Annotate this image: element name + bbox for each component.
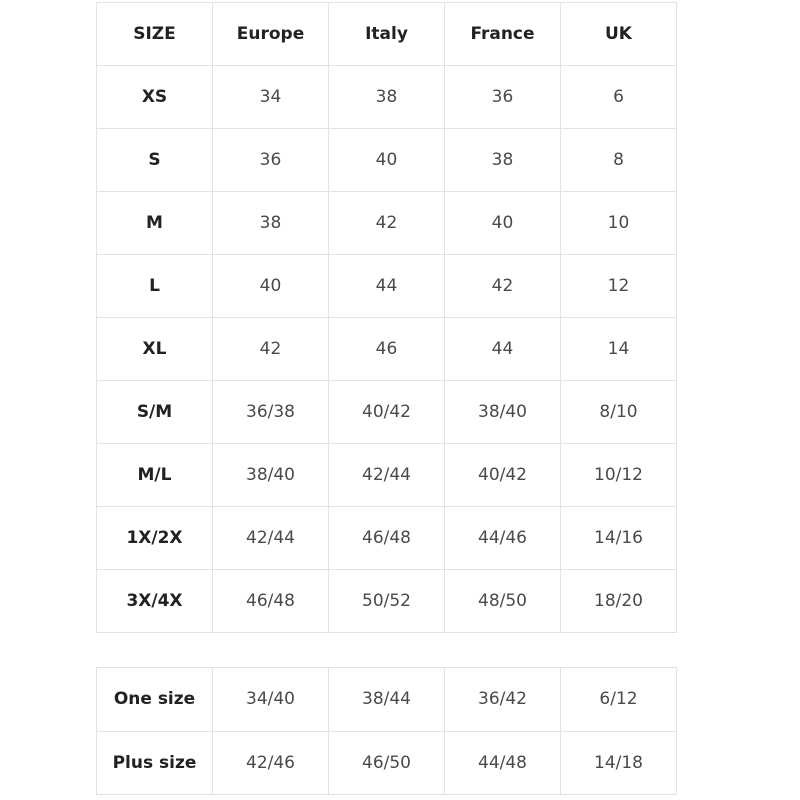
table-row: M 38 42 40 10: [96, 191, 677, 255]
size-value-cell: 38: [212, 191, 329, 255]
size-value-cell: 40: [328, 128, 445, 192]
table-row: One size 34/40 38/44 36/42 6/12: [96, 667, 677, 732]
size-label-cell: 1X/2X: [96, 506, 213, 570]
size-label-cell: XS: [96, 65, 213, 129]
size-value-cell: 38/40: [444, 380, 561, 444]
size-label-cell: S/M: [96, 380, 213, 444]
table-row: 1X/2X 42/44 46/48 44/46 14/16: [96, 506, 677, 570]
size-label-cell: Plus size: [96, 730, 213, 795]
size-value-cell: 36/38: [212, 380, 329, 444]
size-label-cell: 3X/4X: [96, 569, 213, 633]
size-value-cell: 44/46: [444, 506, 561, 570]
size-value-cell: 38: [444, 128, 561, 192]
size-value-cell: 34/40: [212, 667, 329, 732]
table-row: Plus size 42/46 46/50 44/48 14/18: [96, 730, 677, 795]
size-label-cell: S: [96, 128, 213, 192]
size-value-cell: 12: [560, 254, 677, 318]
column-header: Italy: [328, 2, 445, 66]
size-value-cell: 36/42: [444, 667, 561, 732]
column-header: France: [444, 2, 561, 66]
size-value-cell: 10: [560, 191, 677, 255]
size-value-cell: 38/44: [328, 667, 445, 732]
size-label-cell: M: [96, 191, 213, 255]
size-value-cell: 34: [212, 65, 329, 129]
size-chart-table: SIZE Europe Italy France UK XS 34 38 36 6 S 36 40 38 8…: [96, 2, 677, 633]
table-row: XS 34 38 36 6: [96, 65, 677, 129]
size-value-cell: 46/48: [212, 569, 329, 633]
size-value-cell: 42/44: [328, 443, 445, 507]
size-label-cell: One size: [96, 667, 213, 732]
size-value-cell: 10/12: [560, 443, 677, 507]
table-row: L 40 44 42 12: [96, 254, 677, 318]
size-value-cell: 18/20: [560, 569, 677, 633]
special-size-table: One size 34/40 38/44 36/42 6/12 Plus size 42/4…: [96, 667, 677, 795]
header-row: SIZE Europe Italy France UK: [96, 2, 677, 66]
column-header: SIZE: [96, 2, 213, 66]
size-value-cell: 42/44: [212, 506, 329, 570]
size-value-cell: 42: [328, 191, 445, 255]
table-row: 3X/4X 46/48 50/52 48/50 18/20: [96, 569, 677, 633]
size-value-cell: 48/50: [444, 569, 561, 633]
size-value-cell: 40: [444, 191, 561, 255]
size-value-cell: 36: [212, 128, 329, 192]
table-row: XL 42 46 44 14: [96, 317, 677, 381]
size-value-cell: 8: [560, 128, 677, 192]
size-value-cell: 46: [328, 317, 445, 381]
size-value-cell: 44: [444, 317, 561, 381]
size-value-cell: 46/48: [328, 506, 445, 570]
size-value-cell: 40/42: [328, 380, 445, 444]
size-value-cell: 44: [328, 254, 445, 318]
size-value-cell: 40: [212, 254, 329, 318]
size-value-cell: 14/16: [560, 506, 677, 570]
size-value-cell: 14/18: [560, 730, 677, 795]
size-value-cell: 6/12: [560, 667, 677, 732]
size-value-cell: 6: [560, 65, 677, 129]
table-row: S 36 40 38 8: [96, 128, 677, 192]
size-value-cell: 38: [328, 65, 445, 129]
table-row: S/M 36/38 40/42 38/40 8/10: [96, 380, 677, 444]
size-value-cell: 42: [444, 254, 561, 318]
column-header: Europe: [212, 2, 329, 66]
size-value-cell: 8/10: [560, 380, 677, 444]
size-label-cell: XL: [96, 317, 213, 381]
column-header: UK: [560, 2, 677, 66]
size-value-cell: 14: [560, 317, 677, 381]
size-value-cell: 42: [212, 317, 329, 381]
size-value-cell: 42/46: [212, 730, 329, 795]
size-value-cell: 40/42: [444, 443, 561, 507]
size-value-cell: 44/48: [444, 730, 561, 795]
size-value-cell: 38/40: [212, 443, 329, 507]
size-value-cell: 46/50: [328, 730, 445, 795]
size-label-cell: L: [96, 254, 213, 318]
table-row: M/L 38/40 42/44 40/42 10/12: [96, 443, 677, 507]
size-label-cell: M/L: [96, 443, 213, 507]
size-value-cell: 36: [444, 65, 561, 129]
size-value-cell: 50/52: [328, 569, 445, 633]
